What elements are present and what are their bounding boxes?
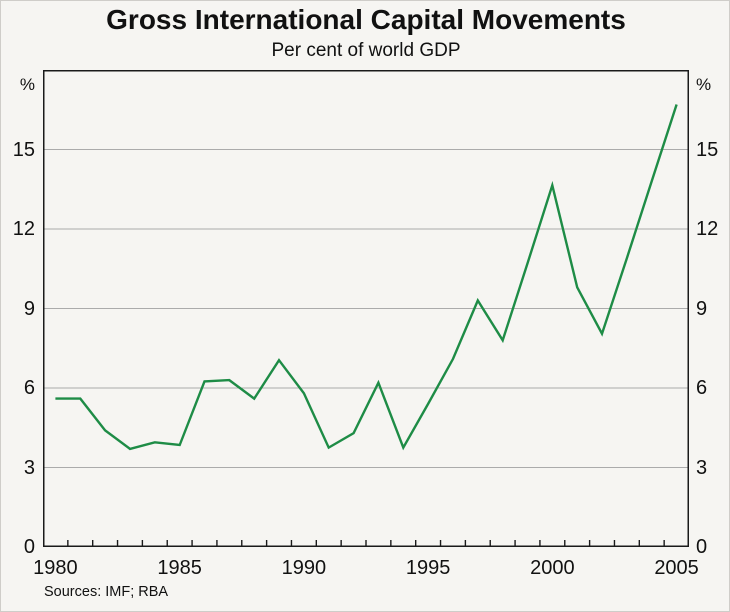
y-axis-tick-label-left: 12	[12, 218, 35, 240]
y-axis-tick-label-right: 12	[696, 218, 719, 240]
x-axis-tick-label: 1995	[405, 557, 451, 579]
y-axis-tick-label-right: 9	[696, 297, 708, 320]
y-axis-tick-label-left: 3	[23, 456, 35, 479]
y-axis-unit-right: %	[696, 75, 712, 94]
chart-subtitle: Per cent of world GDP	[271, 40, 461, 61]
x-axis-tick-label: 2005	[654, 557, 699, 579]
y-axis-tick-label-right: 0	[696, 536, 708, 558]
y-axis-tick-label-left: 9	[23, 297, 35, 320]
chart-title: Gross International Capital Movements	[106, 4, 626, 35]
x-axis-tick-label: 1980	[33, 557, 78, 579]
y-axis-tick-label-right: 15	[696, 138, 719, 161]
plot-border	[43, 70, 689, 547]
y-axis-tick-label-right: 6	[696, 377, 708, 399]
y-axis-tick-label-left: 0	[23, 536, 35, 558]
x-axis-tick-label: 1990	[281, 557, 327, 579]
source-note: Sources: IMF; RBA	[44, 584, 169, 600]
y-axis-tick-label-left: 6	[23, 377, 35, 399]
line-chart-plot-area	[43, 70, 689, 547]
x-axis-tick-label: 2000	[530, 557, 575, 579]
data-line-series	[55, 104, 678, 451]
y-axis-tick-label-left: 15	[12, 138, 35, 161]
x-axis-tick-label: 1985	[157, 557, 202, 579]
y-axis-tick-label-right: 3	[696, 456, 708, 479]
y-axis-unit-left: %	[19, 75, 35, 94]
